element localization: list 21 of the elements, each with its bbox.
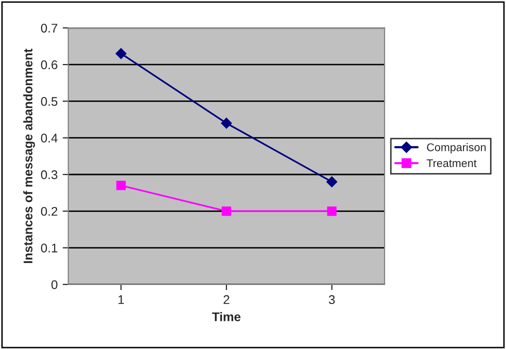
y-tick-label: 0 [51,280,58,290]
point [327,206,337,216]
point [326,176,338,188]
legend-label: Treatment [426,159,477,168]
y-tick-label: 0.1 [41,244,58,252]
x-tick-label: 1 [118,295,124,304]
y-tick-label: 0.2 [41,206,58,216]
point [116,180,126,190]
y-tick-label: 0.7 [41,24,58,33]
x-axis-title: Time [212,312,240,322]
point [116,48,126,59]
point [222,206,232,216]
x-tick-label: 3 [328,295,335,304]
y-tick-label: 0.6 [41,60,58,70]
y-tick-label: 0.3 [41,170,58,180]
x-tick-label: 2 [224,295,230,304]
y-tick-label: 0.5 [41,97,58,106]
point [221,118,232,129]
y-tick-label: 0.4 [41,134,58,143]
y-axis-title: Instances of message abandonment [23,48,35,263]
legend-label: Comparison [427,143,486,154]
